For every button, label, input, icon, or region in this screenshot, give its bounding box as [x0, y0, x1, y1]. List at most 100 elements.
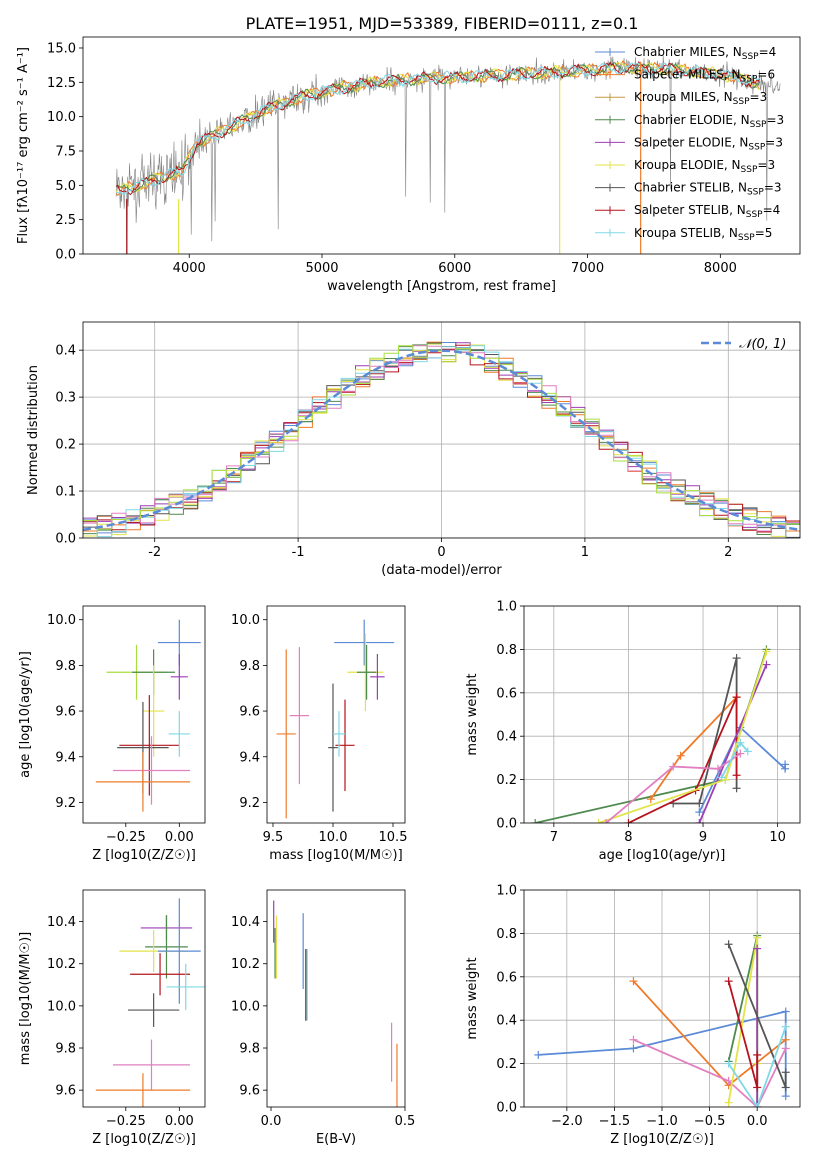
model-spectrum — [115, 61, 760, 193]
x-tick-label: −1.0 — [646, 1114, 678, 1129]
y-tick-label: 9.8 — [239, 1042, 260, 1057]
legend-value: =3 — [757, 158, 775, 172]
y-tick-label: 9.6 — [55, 705, 76, 720]
y-tick-label: 0.0 — [496, 1101, 517, 1116]
x-tick-label: 6000 — [438, 261, 471, 276]
x-tick-label: 8000 — [704, 261, 737, 276]
legend-text: Kroupa STELIB, N — [634, 226, 738, 240]
x-tick-label: 10.5 — [379, 830, 408, 845]
legend-value: =4 — [763, 203, 781, 217]
legend-entry: Chabrier MILES, NSSP=4 — [634, 45, 776, 62]
legend-entry: Salpeter STELIB, NSSP=4 — [634, 203, 780, 220]
plot-area — [524, 606, 800, 823]
x-tick-label: -2 — [148, 545, 161, 560]
y-tick-label: 7.5 — [55, 144, 76, 159]
x-tick-label: −0.25 — [106, 1114, 146, 1129]
weight-series — [605, 752, 741, 823]
y-tick-label: 0.4 — [55, 344, 76, 359]
x-tick-label: 0.0 — [747, 1114, 768, 1129]
x-tick-label: 4000 — [173, 261, 206, 276]
legend-subscript: SSP — [746, 210, 763, 220]
legend-subscript: SSP — [741, 75, 758, 85]
histogram-step — [83, 343, 800, 530]
y-tick-label: 0.2 — [496, 773, 517, 788]
y-tick-label: 12.5 — [47, 76, 76, 91]
y-tick-label: 9.6 — [239, 705, 260, 720]
x-tick-label: 0.5 — [395, 1114, 416, 1129]
panel-mass-vs-EBV: 0.0 0.5 9.6 9.8 10.0 10.2 10.4 E(B-V) — [231, 889, 416, 1147]
x-tick-label: 9 — [699, 830, 707, 845]
axes-frame — [82, 605, 206, 824]
y-tick-label: 9.8 — [239, 659, 260, 674]
legend-text: Kroupa ELODIE, N — [634, 158, 741, 172]
weight-series — [698, 664, 768, 823]
y-tick-label: 0.2 — [55, 438, 76, 453]
y-tick-label: 10.0 — [231, 999, 260, 1014]
y-tick-label: 9.8 — [55, 1042, 76, 1057]
legend-entry: Chabrier ELODIE, NSSP=3 — [634, 113, 784, 130]
weight-series — [633, 1038, 787, 1107]
legend-subscript: SSP — [748, 142, 765, 152]
y-tick-label: 1.0 — [496, 884, 517, 899]
axes-frame — [82, 889, 206, 1108]
y-tick-label: 10.2 — [47, 957, 76, 972]
weight-series — [698, 726, 786, 813]
y-axis-label: Flux [fλ10⁻¹⁷ erg cm⁻² s⁻¹ A⁻¹] — [16, 47, 31, 244]
legend-subscript: SSP — [750, 120, 767, 130]
y-axis-label: mass weight — [465, 957, 480, 1039]
y-tick-label: 10.0 — [231, 613, 260, 628]
y-tick-label: 9.2 — [55, 796, 76, 811]
x-tick-label: 1 — [581, 545, 589, 560]
model-spectrum — [116, 62, 761, 195]
y-tick-label: 1.0 — [496, 600, 517, 615]
y-tick-label: 9.2 — [239, 796, 260, 811]
plot-area — [276, 619, 395, 819]
y-tick-label: 0.3 — [55, 391, 76, 406]
x-axis-label: (data-model)/error — [381, 563, 502, 578]
legend-text: Chabrier ELODIE, N — [634, 113, 750, 127]
y-tick-label: 0.4 — [496, 730, 517, 745]
legend-value: =3 — [750, 90, 768, 104]
legend-text: Salpeter ELODIE, N — [634, 135, 748, 149]
x-axis-label: mass [log10(M/M☉)] — [269, 848, 402, 863]
x-axis-label: E(B-V) — [316, 1132, 356, 1147]
y-tick-label: 10.0 — [47, 613, 76, 628]
legend-entry: Chabrier STELIB, NSSP=3 — [634, 181, 782, 198]
y-tick-label: 15.0 — [47, 41, 76, 56]
legend-entry: 𝒩(0, 1) — [739, 337, 786, 352]
panel-spectrum: 4000 5000 6000 7000 8000 0.0 2.5 5.0 7.5 10.0 12.5… — [16, 36, 801, 294]
y-tick-label: 0.0 — [55, 248, 76, 263]
panels: 4000 5000 6000 7000 80000.02.55.07.510.012.5… — [16, 36, 801, 1147]
y-tick-label: 0.0 — [496, 817, 517, 832]
x-axis-label: Z [log10(Z/Z☉)] — [92, 848, 196, 863]
legend-text: Salpeter STELIB, N — [634, 203, 746, 217]
x-tick-label: 2 — [724, 545, 732, 560]
axes-frame — [82, 321, 801, 539]
legend-entry: Salpeter ELODIE, NSSP=3 — [634, 135, 783, 152]
axes-frame — [523, 889, 801, 1108]
y-tick-label: 0.0 — [55, 532, 76, 547]
legend-value: =3 — [765, 135, 783, 149]
y-tick-label: 10.4 — [47, 915, 76, 930]
x-tick-label: 7000 — [571, 261, 604, 276]
axes-frame — [82, 36, 801, 255]
x-tick-label: −0.25 — [106, 830, 146, 845]
x-tick-label: 7 — [550, 830, 558, 845]
x-tick-label: −1.5 — [599, 1114, 631, 1129]
weight-series — [650, 696, 738, 800]
y-axis-label: mass [log10(M/M☉)] — [18, 932, 33, 1065]
y-tick-label: 0.1 — [55, 485, 76, 500]
weight-series — [538, 1010, 787, 1097]
legend-value: =5 — [755, 226, 773, 240]
legend-subscript: SSP — [747, 188, 764, 198]
panel-age-vs-mass: 9.5 10.0 10.5 9.2 9.4 9.6 9.8 10.0 mass [log10(M… — [231, 605, 408, 863]
legend-value: =3 — [764, 181, 782, 195]
legend-text: Chabrier MILES, N — [634, 45, 742, 59]
legend-value: =6 — [757, 68, 775, 82]
gaussian-curve — [83, 349, 800, 532]
y-tick-label: 10.0 — [47, 110, 76, 125]
plot-area — [273, 900, 398, 1107]
y-tick-label: 5.0 — [55, 179, 76, 194]
